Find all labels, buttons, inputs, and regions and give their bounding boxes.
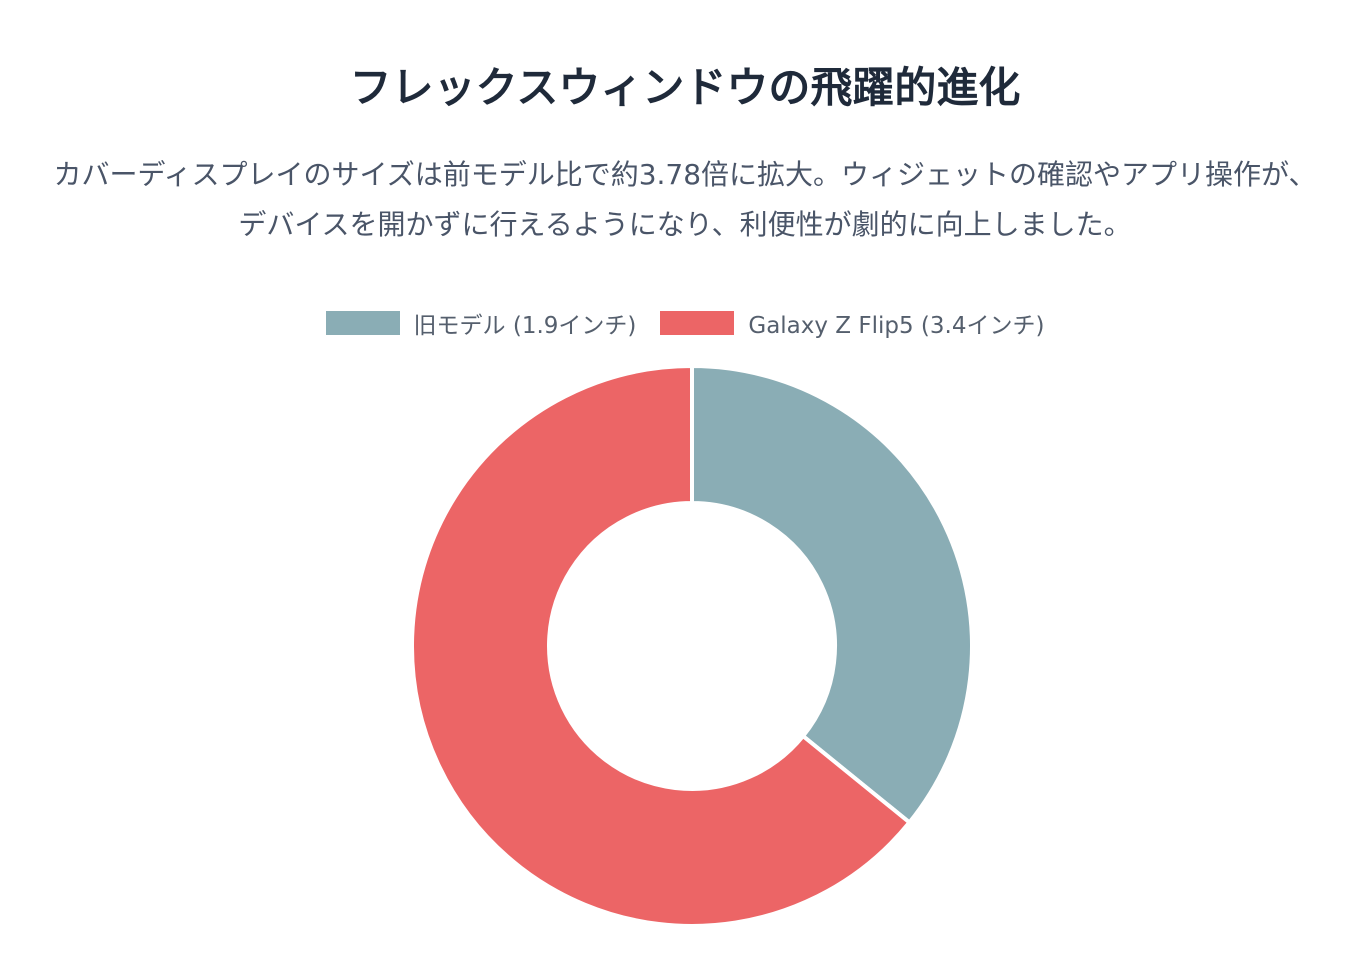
donut-slice-old-model[interactable] <box>690 364 974 826</box>
legend-item-old-model[interactable]: 旧モデル (1.9インチ) <box>325 306 637 340</box>
chart-legend: 旧モデル (1.9インチ) Galaxy Z Flip5 (3.4インチ) <box>0 306 1370 340</box>
legend-item-galaxy-z-flip5[interactable]: Galaxy Z Flip5 (3.4インチ) <box>660 306 1044 340</box>
chart-description: カバーディスプレイのサイズは前モデル比で約3.78倍に拡大。ウィジェットの確認や… <box>53 158 1317 241</box>
legend-label-galaxy-z-flip5: Galaxy Z Flip5 (3.4インチ) <box>748 313 1045 339</box>
legend-swatch-galaxy-z-flip5 <box>660 311 735 335</box>
donut-slice-galaxy-z-flip5[interactable] <box>410 364 913 928</box>
doughnut-chart <box>410 364 974 928</box>
page-title: フレックスウィンドウの飛躍的進化 <box>349 63 1021 112</box>
legend-label-old-model: 旧モデル (1.9インチ) <box>413 313 637 339</box>
legend-swatch-old-model <box>325 311 400 335</box>
